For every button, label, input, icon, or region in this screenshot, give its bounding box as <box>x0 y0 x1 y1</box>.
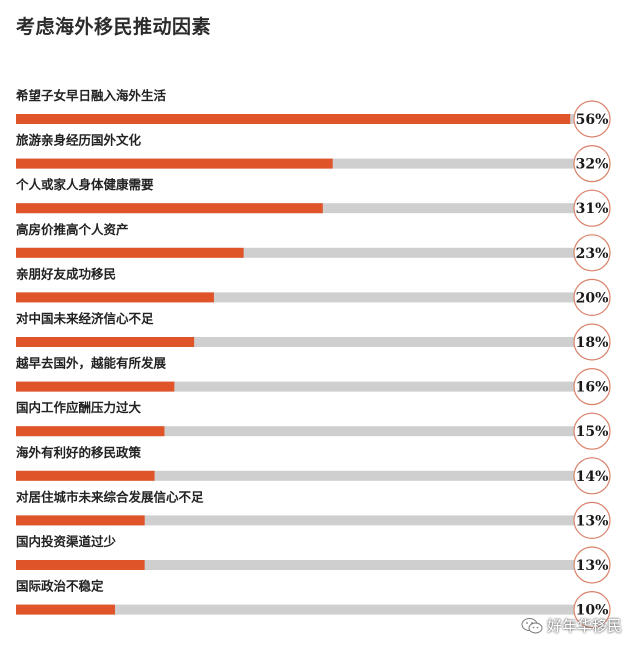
category-label: 国内投资渠道过少 <box>16 534 117 549</box>
bar-row: 对居住城市未来综合发展信心不足 13% <box>16 489 611 540</box>
value-label: 18% <box>576 335 609 351</box>
bar <box>16 515 145 526</box>
bar <box>16 247 244 258</box>
bar <box>16 426 165 437</box>
bar-track <box>16 560 590 570</box>
watermark-text: 好年华移民 <box>546 617 622 635</box>
bar-track <box>16 604 590 615</box>
bar <box>16 337 195 347</box>
bar <box>16 114 571 124</box>
bar-row: 海外有利好的移民政策 14% <box>16 445 611 495</box>
category-label: 国内工作应酬压力过大 <box>16 400 142 415</box>
bar-track <box>16 470 590 481</box>
bar-track <box>16 337 590 347</box>
bar-row: 旅游亲身经历国外文化 32% <box>15 133 611 183</box>
wechat-icon <box>521 617 543 633</box>
bar-row: 亲朋好友成功移民 20% <box>16 266 611 316</box>
value-badge <box>573 368 611 406</box>
bar <box>16 470 155 481</box>
bar <box>16 158 333 169</box>
chart-title: 考虑海外移民推动因素 <box>16 16 212 38</box>
bar <box>16 381 175 392</box>
category-label: 亲朋好友成功移民 <box>16 266 116 281</box>
bar-row: 希望子女早日融入海外生活 56% <box>15 88 611 138</box>
bar <box>16 560 145 570</box>
bar-row: 高房价推高个人资产 23% <box>16 222 611 272</box>
value-badge <box>573 323 611 361</box>
bar-track <box>16 381 590 392</box>
category-label: 高房价推高个人资产 <box>16 222 129 237</box>
bar-row: 个人或家人身体健康需要 31% <box>15 177 611 227</box>
value-label: 56% <box>576 112 609 128</box>
bar-row: 越早去国外，越能有所发展 16% <box>15 356 611 406</box>
category-label: 海外有利好的移民政策 <box>16 445 142 460</box>
category-label: 国际政治不稳定 <box>16 579 104 594</box>
watermark: 好年华移民 <box>521 615 622 636</box>
value-badge <box>573 457 611 495</box>
value-badge <box>573 100 611 138</box>
bar-track <box>16 247 590 258</box>
bar-row: 国内工作应酬压力过大 15% <box>16 400 611 450</box>
bar <box>16 203 323 214</box>
value-badge <box>573 189 611 227</box>
bar-row: 国内投资渠道过少 13% <box>16 534 611 584</box>
value-label: 31% <box>576 201 609 217</box>
value-badge <box>573 546 611 584</box>
bar-row: 国际政治不稳定 10% <box>16 579 611 629</box>
category-label: 希望子女早日融入海外生活 <box>15 88 167 103</box>
category-label: 越早去国外，越能有所发展 <box>15 356 167 371</box>
value-badge <box>573 145 611 183</box>
category-label: 个人或家人身体健康需要 <box>15 177 154 192</box>
value-badge <box>573 590 611 629</box>
bar-track <box>16 515 590 526</box>
bar-track <box>16 292 590 303</box>
bar-track <box>16 426 590 437</box>
value-label: 14% <box>576 469 609 485</box>
value-label: 23% <box>576 246 609 262</box>
value-label: 13% <box>576 558 609 574</box>
bar-row: 对中国未来经济信心不足 18% <box>16 311 611 361</box>
value-badge <box>573 278 611 316</box>
value-label: 13% <box>576 513 609 529</box>
category-label: 旅游亲身经历国外文化 <box>15 133 142 148</box>
value-badge <box>573 412 611 450</box>
bar <box>16 604 115 615</box>
value-label: 20% <box>576 290 609 306</box>
bar <box>16 292 214 303</box>
value-badge <box>573 234 611 272</box>
value-badge <box>573 501 611 540</box>
value-label: 16% <box>576 380 609 396</box>
value-label: 15% <box>576 424 609 440</box>
value-label: 10% <box>576 603 609 619</box>
value-label: 32% <box>576 157 609 173</box>
category-label: 对中国未来经济信心不足 <box>16 311 154 326</box>
category-label: 对居住城市未来综合发展信心不足 <box>16 489 204 504</box>
